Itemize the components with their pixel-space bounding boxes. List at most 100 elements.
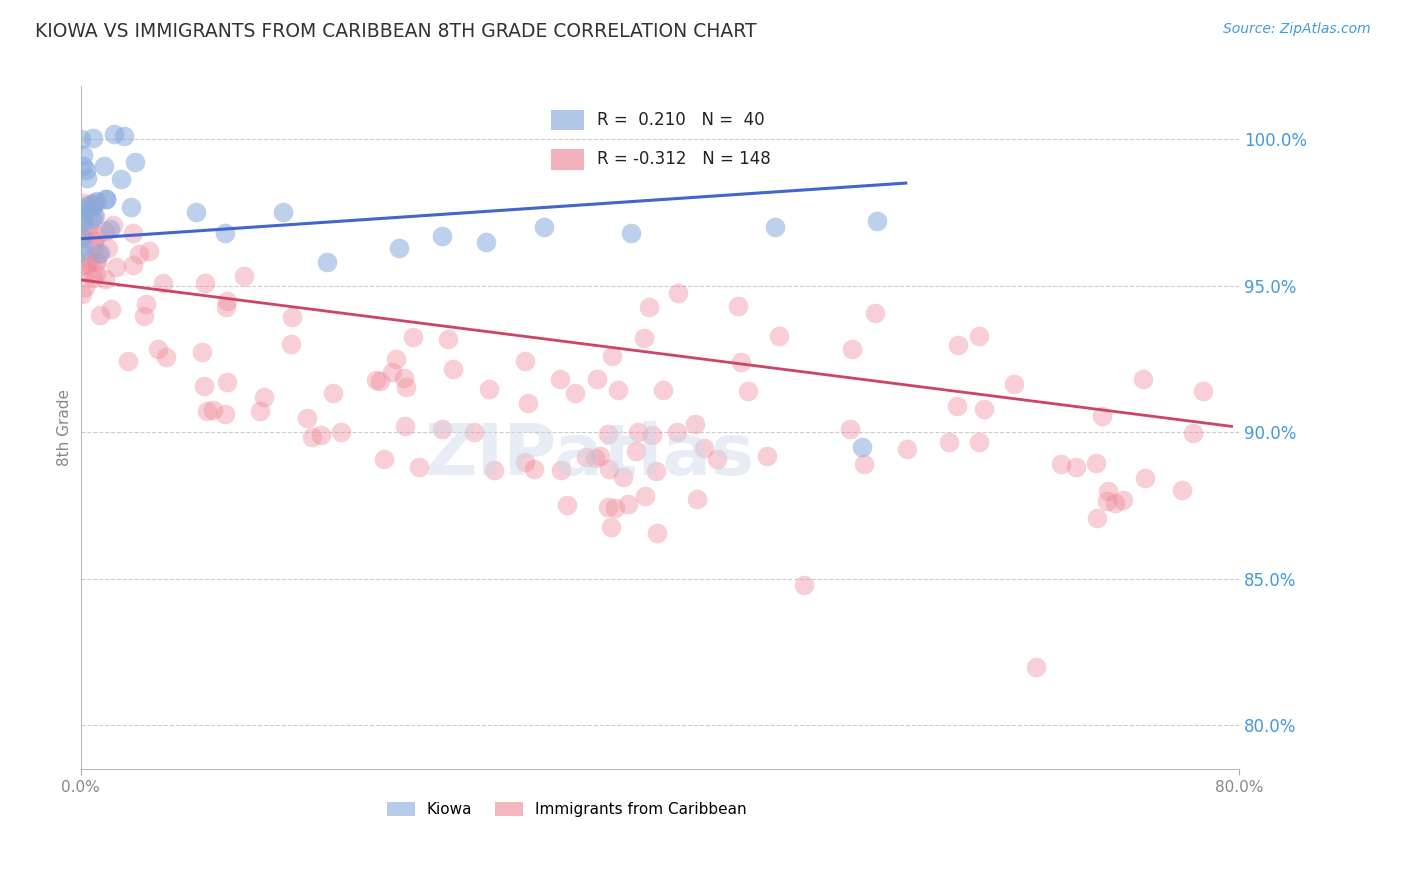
Point [76, 264, 98, 278]
Point [309, 428, 332, 442]
Point [80, 202, 103, 216]
Point [233, 268, 256, 283]
Text: Source: ZipAtlas.com: Source: ZipAtlas.com [1223, 22, 1371, 37]
Point [80, 212, 103, 227]
Point [685, 491, 707, 506]
Text: R = -0.312   N = 148: R = -0.312 N = 148 [598, 151, 772, 169]
Point [1182, 425, 1205, 440]
Point [75, 225, 97, 239]
Point [94, 192, 117, 206]
Point [564, 386, 586, 401]
Point [756, 449, 779, 463]
Text: ZIPatlas: ZIPatlas [425, 421, 755, 490]
Point [863, 306, 886, 320]
Point [513, 354, 536, 368]
Point [665, 425, 688, 440]
Point [1097, 494, 1119, 508]
Point [388, 241, 411, 255]
Point [315, 255, 337, 269]
Point [394, 379, 416, 393]
Point [1097, 483, 1119, 498]
Point [281, 310, 304, 324]
Point [70, 132, 93, 146]
Point [98, 222, 121, 236]
Point [330, 425, 353, 440]
Point [112, 128, 135, 143]
Point [82, 131, 104, 145]
Point [83, 198, 105, 212]
Point [82, 271, 104, 285]
Point [117, 354, 139, 368]
Point [627, 425, 650, 440]
Point [853, 457, 876, 471]
Point [896, 442, 918, 457]
Point [973, 401, 995, 416]
Point [624, 443, 647, 458]
Point [83, 238, 105, 252]
Point [70, 245, 93, 260]
Point [394, 419, 416, 434]
Point [86, 194, 108, 208]
Point [1133, 471, 1156, 485]
Point [72, 213, 94, 227]
Point [605, 500, 627, 515]
Point [706, 451, 728, 466]
Point [124, 154, 146, 169]
Point [72, 196, 94, 211]
Point [191, 345, 214, 359]
Point [89, 308, 111, 322]
Point [110, 172, 132, 186]
Point [1132, 371, 1154, 385]
Point [121, 259, 143, 273]
Point [645, 525, 668, 540]
Point [1002, 376, 1025, 391]
Point [430, 422, 453, 436]
Point [103, 127, 125, 141]
Point [86, 227, 108, 242]
Point [588, 449, 610, 463]
Point [69, 208, 91, 222]
Point [79, 252, 101, 267]
Point [271, 205, 294, 219]
Point [75, 162, 97, 177]
Point [683, 417, 706, 432]
Point [86, 255, 108, 269]
Point [517, 396, 540, 410]
Point [432, 228, 454, 243]
Point [94, 192, 117, 206]
Point [215, 300, 238, 314]
Point [478, 382, 501, 396]
Y-axis label: 8th Grade: 8th Grade [58, 389, 72, 467]
Point [1104, 496, 1126, 510]
Point [598, 462, 620, 476]
Point [134, 310, 156, 324]
Point [793, 577, 815, 591]
Point [437, 332, 460, 346]
Point [583, 451, 606, 466]
Point [89, 246, 111, 260]
Point [128, 246, 150, 260]
Point [533, 220, 555, 235]
Point [841, 343, 863, 357]
Point [645, 464, 668, 478]
Point [607, 383, 630, 397]
Point [146, 342, 169, 356]
Point [938, 435, 960, 450]
Point [616, 497, 638, 511]
Point [641, 428, 664, 442]
Point [280, 337, 302, 351]
Point [104, 260, 127, 274]
Point [193, 276, 215, 290]
Point [84, 194, 107, 209]
Point [193, 378, 215, 392]
Point [97, 241, 120, 255]
Point [598, 500, 620, 515]
Point [69, 227, 91, 242]
Point [1064, 459, 1087, 474]
Point [441, 362, 464, 376]
Point [638, 300, 661, 314]
Point [72, 159, 94, 173]
Point [1171, 483, 1194, 497]
Point [301, 430, 323, 444]
Point [600, 350, 623, 364]
